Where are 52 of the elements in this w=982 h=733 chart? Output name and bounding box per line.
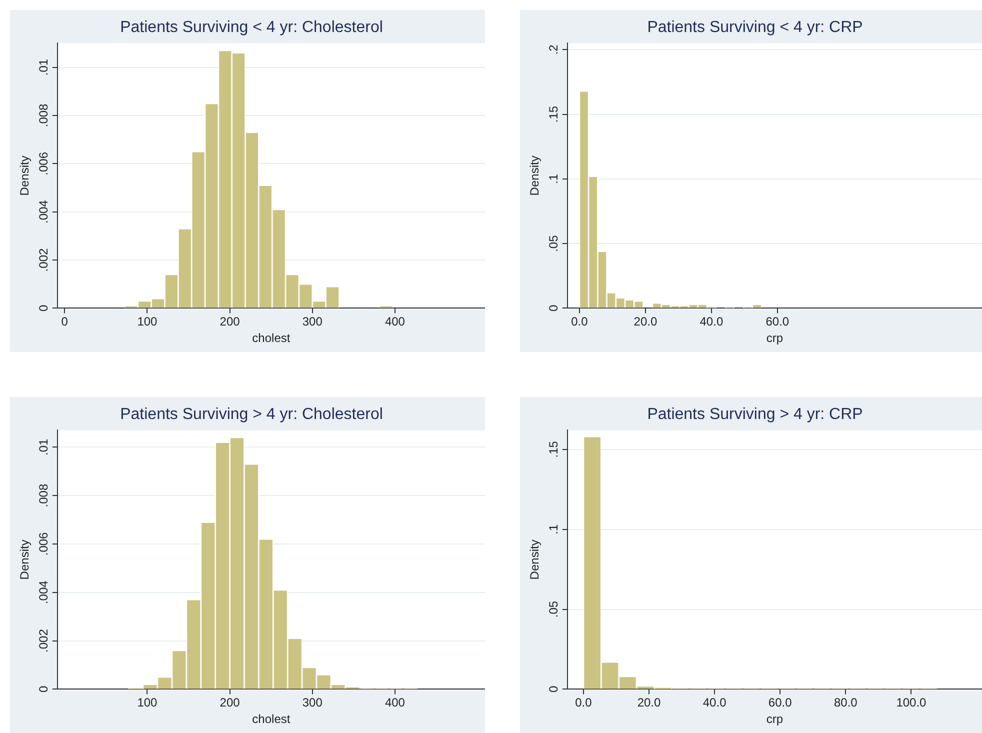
y-axis-title: Density [18,540,32,580]
y-tick-label: .002 [36,248,51,272]
y-axis-title: Density [18,156,32,196]
x-tick-label: 300 [302,696,323,710]
chart-title: Patients Surviving > 4 yr: Cholesterol [120,406,383,424]
y-tick-label: .002 [36,628,51,652]
chart-title: Patients Surviving < 4 yr: CRP [647,19,863,36]
y-tick-label: .004 [36,200,51,224]
x-tick-label: 100.0 [896,696,927,710]
x-tick-label: 80.0 [834,696,858,710]
chart-title: Patients Surviving > 4 yr: CRP [647,406,863,424]
x-tick-label: 200 [220,696,240,710]
x-tick-label: 0.0 [571,314,588,329]
x-tick-label: 40.0 [702,696,727,710]
x-tick-label: 40.0 [700,314,724,329]
y-tick-label: .01 [36,438,51,456]
y-tick-label: 0 [36,686,51,693]
x-axis-title: crp [766,712,784,726]
x-tick-label: 400 [384,314,406,329]
y-tick-label: 0 [36,304,51,312]
y-tick-label: .006 [36,532,51,556]
y-tick-label: .008 [36,484,51,508]
y-tick-label: .1 [546,524,561,534]
y-tick-label: .05 [546,600,561,618]
x-axis-title: cholest [252,331,291,346]
x-tick-label: 300 [302,314,323,329]
x-tick-label: 20.0 [637,696,662,710]
x-axis-title: cholest [252,712,291,726]
y-axis-title: Density [528,156,542,196]
x-tick-label: 60.0 [768,696,792,710]
y-tick-label: 0 [546,304,561,312]
x-tick-label: 200 [220,314,240,329]
x-tick-label: 0 [61,314,68,329]
y-axis-title: Density [528,540,542,580]
y-tick-label: .15 [546,106,561,123]
chart-title: Patients Surviving < 4 yr: Cholesterol [120,19,383,36]
x-tick-label: 60.0 [766,314,790,329]
y-tick-label: .05 [546,234,561,252]
y-tick-label: .01 [36,58,51,76]
x-tick-label: 100 [137,696,158,710]
y-tick-label: .15 [546,440,561,458]
x-tick-label: 400 [384,696,406,710]
x-tick-label: 100 [137,314,158,329]
y-tick-label: .006 [36,152,51,176]
x-tick-label: 20.0 [634,314,658,329]
x-tick-label: 0.0 [575,696,592,710]
y-tick-label: .2 [546,44,561,55]
y-tick-label: .1 [546,174,561,184]
y-tick-label: .008 [36,103,51,128]
y-tick-label: 0 [546,686,561,693]
y-tick-label: .004 [36,580,51,604]
x-axis-title: crp [766,331,784,346]
